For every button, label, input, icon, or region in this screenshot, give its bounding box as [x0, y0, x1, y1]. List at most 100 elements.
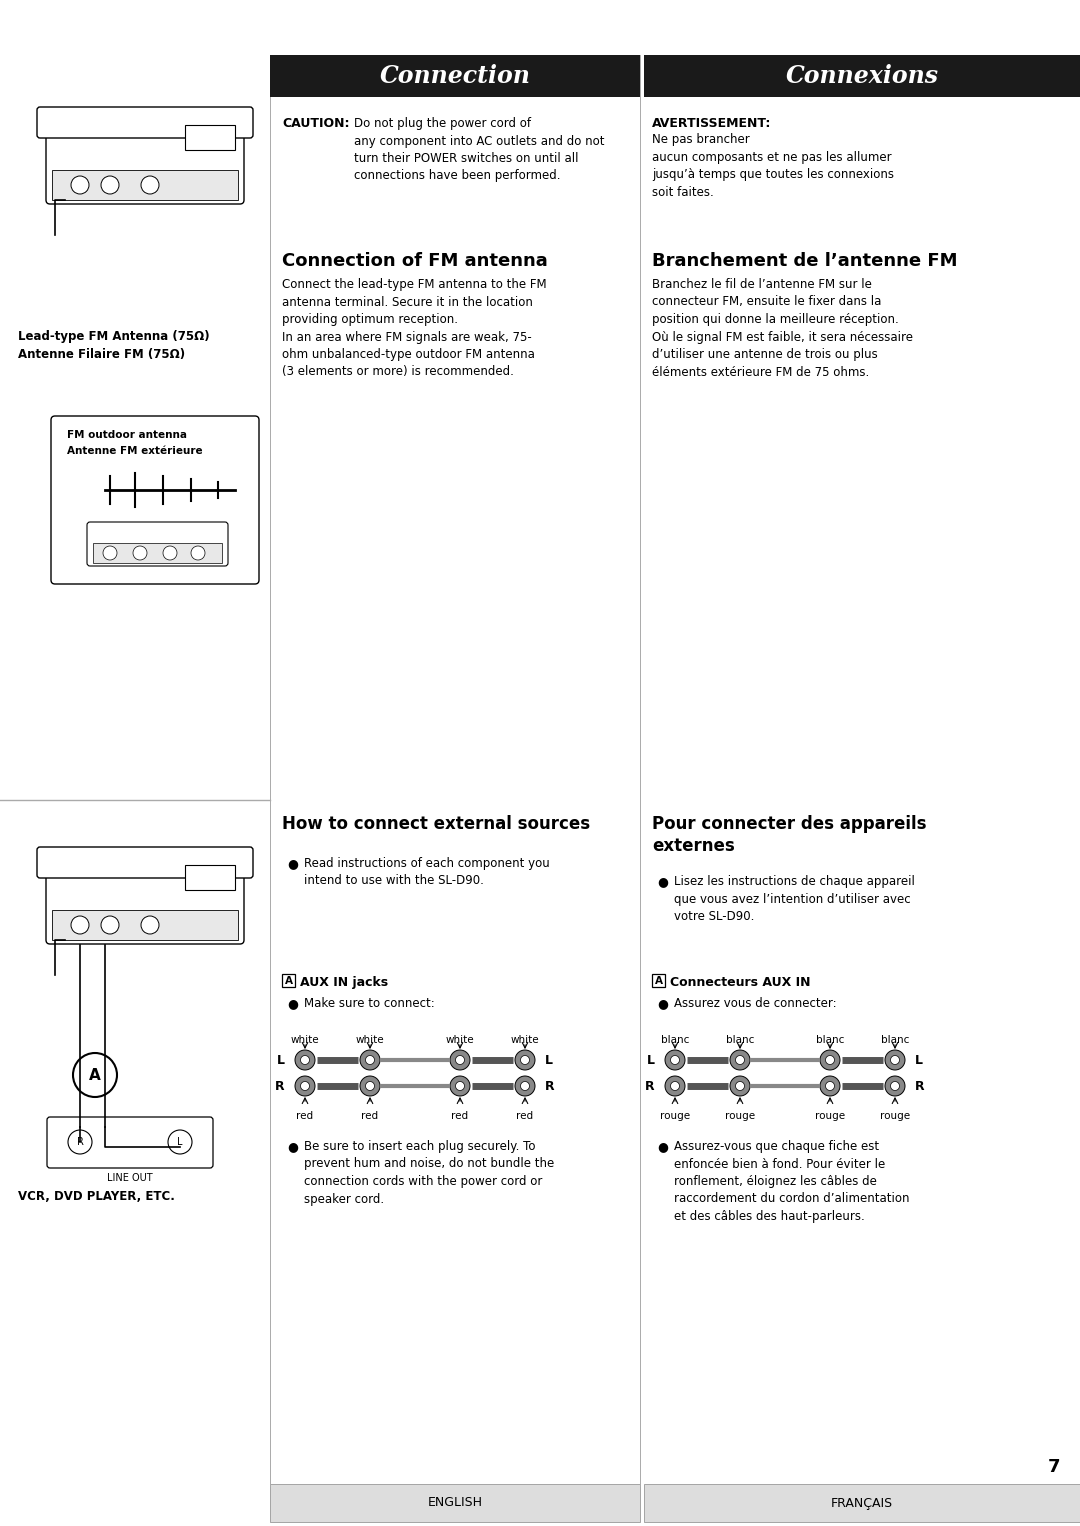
Text: Antenne Filaire FM (75Ω): Antenne Filaire FM (75Ω): [18, 348, 185, 362]
Circle shape: [295, 1050, 315, 1070]
Text: white: white: [446, 1035, 474, 1045]
Text: VCR, DVD PLAYER, ETC.: VCR, DVD PLAYER, ETC.: [18, 1190, 175, 1202]
Circle shape: [665, 1076, 685, 1096]
Circle shape: [891, 1082, 900, 1091]
Text: Branchez le fil de l’antenne FM sur le
connecteur FM, ensuite le fixer dans la
p: Branchez le fil de l’antenne FM sur le c…: [652, 278, 913, 378]
Circle shape: [295, 1076, 315, 1096]
FancyBboxPatch shape: [51, 417, 259, 584]
Circle shape: [450, 1050, 470, 1070]
Bar: [282, 974, 295, 987]
Circle shape: [71, 916, 89, 934]
Text: red: red: [362, 1111, 379, 1122]
Text: red: red: [516, 1111, 534, 1122]
Text: Antenne FM extérieure: Antenne FM extérieure: [67, 446, 203, 456]
Text: ●: ●: [287, 996, 298, 1010]
Circle shape: [300, 1082, 310, 1091]
Text: R: R: [545, 1079, 555, 1093]
Text: Pour connecter des appareils: Pour connecter des appareils: [652, 815, 927, 833]
Text: L: L: [915, 1053, 923, 1067]
Text: A: A: [654, 975, 662, 986]
Circle shape: [191, 546, 205, 560]
Text: Branchement de l’antenne FM: Branchement de l’antenne FM: [652, 252, 958, 270]
Text: L: L: [647, 1053, 654, 1067]
Circle shape: [885, 1050, 905, 1070]
Text: externes: externes: [652, 836, 734, 855]
Text: R: R: [77, 1137, 83, 1148]
Text: red: red: [451, 1111, 469, 1122]
Circle shape: [735, 1082, 744, 1091]
Circle shape: [365, 1082, 375, 1091]
Text: A: A: [284, 975, 293, 986]
Circle shape: [671, 1056, 679, 1065]
Text: blanc: blanc: [815, 1035, 845, 1045]
Circle shape: [141, 916, 159, 934]
Text: red: red: [296, 1111, 313, 1122]
Circle shape: [168, 1129, 192, 1154]
Circle shape: [730, 1076, 750, 1096]
Bar: [185, 865, 235, 890]
Bar: [644, 1483, 1080, 1521]
Circle shape: [730, 1050, 750, 1070]
Circle shape: [450, 1076, 470, 1096]
Text: white: white: [291, 1035, 320, 1045]
Text: Lisez les instructions de chaque appareil
que vous avez l’intention d’utiliser a: Lisez les instructions de chaque apparei…: [674, 874, 915, 923]
Circle shape: [515, 1076, 535, 1096]
Circle shape: [360, 1050, 380, 1070]
Circle shape: [71, 175, 89, 194]
Bar: [644, 55, 1080, 98]
FancyBboxPatch shape: [46, 116, 244, 204]
FancyBboxPatch shape: [46, 856, 244, 945]
Text: blanc: blanc: [881, 1035, 909, 1045]
Bar: [52, 169, 238, 200]
Text: L: L: [276, 1053, 285, 1067]
Circle shape: [300, 1056, 310, 1065]
Circle shape: [825, 1056, 835, 1065]
Text: How to connect external sources: How to connect external sources: [282, 815, 590, 833]
Text: Ne pas brancher
aucun composants et ne pas les allumer
jusqu’à temps que toutes : Ne pas brancher aucun composants et ne p…: [652, 133, 894, 198]
Circle shape: [68, 1129, 92, 1154]
Circle shape: [73, 1053, 117, 1097]
Text: Connect the lead-type FM antenna to the FM
antenna terminal. Secure it in the lo: Connect the lead-type FM antenna to the …: [282, 278, 546, 378]
Bar: [185, 125, 235, 150]
FancyBboxPatch shape: [87, 522, 228, 566]
Circle shape: [102, 916, 119, 934]
Circle shape: [102, 175, 119, 194]
FancyBboxPatch shape: [48, 1117, 213, 1167]
Circle shape: [141, 175, 159, 194]
Text: R: R: [915, 1079, 924, 1093]
Circle shape: [891, 1056, 900, 1065]
Text: Do not plug the power cord of
any component into AC outlets and do not
turn thei: Do not plug the power cord of any compon…: [354, 118, 605, 183]
Text: AVERTISSEMENT:: AVERTISSEMENT:: [652, 118, 771, 130]
Text: Assurez vous de connecter:: Assurez vous de connecter:: [674, 996, 837, 1010]
Circle shape: [103, 546, 117, 560]
Circle shape: [360, 1076, 380, 1096]
Text: rouge: rouge: [880, 1111, 910, 1122]
Text: ENGLISH: ENGLISH: [428, 1497, 483, 1509]
Text: Connecteurs AUX IN: Connecteurs AUX IN: [670, 977, 810, 989]
Circle shape: [735, 1056, 744, 1065]
Text: 7: 7: [1048, 1457, 1059, 1476]
Circle shape: [515, 1050, 535, 1070]
Text: Make sure to connect:: Make sure to connect:: [303, 996, 435, 1010]
Circle shape: [456, 1056, 464, 1065]
Text: AUX IN jacks: AUX IN jacks: [300, 977, 388, 989]
Bar: [270, 55, 640, 98]
Circle shape: [521, 1056, 529, 1065]
Circle shape: [665, 1050, 685, 1070]
Text: Connection: Connection: [379, 64, 530, 89]
Text: L: L: [545, 1053, 553, 1067]
Bar: [52, 909, 238, 940]
Text: ●: ●: [657, 1140, 667, 1154]
Text: ●: ●: [287, 1140, 298, 1154]
Text: blanc: blanc: [661, 1035, 689, 1045]
Circle shape: [521, 1082, 529, 1091]
Text: Connection of FM antenna: Connection of FM antenna: [282, 252, 548, 270]
Circle shape: [820, 1050, 840, 1070]
Text: rouge: rouge: [815, 1111, 845, 1122]
Text: white: white: [511, 1035, 539, 1045]
Text: blanc: blanc: [726, 1035, 754, 1045]
Text: FM outdoor antenna: FM outdoor antenna: [67, 430, 187, 439]
Text: ●: ●: [657, 874, 667, 888]
Circle shape: [885, 1076, 905, 1096]
Text: rouge: rouge: [725, 1111, 755, 1122]
